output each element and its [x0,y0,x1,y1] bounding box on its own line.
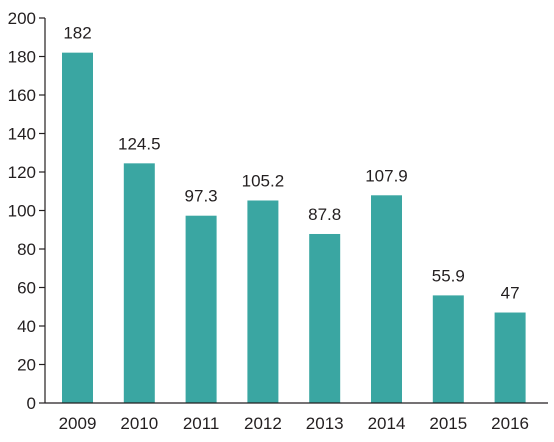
bars [62,52,526,404]
x-tick-label-2014: 2014 [368,414,406,433]
y-tick-label: 100 [8,202,36,221]
x-tick-label-2010: 2010 [120,414,158,433]
data-labels: 182 124.5 97.3 105.2 87.8 107.9 55.9 47 [63,24,519,303]
bar-2014 [371,195,402,403]
bar-2011 [185,215,217,403]
data-label-2016: 47 [501,284,520,303]
bar-2015 [432,295,464,403]
y-tick-label: 200 [8,9,36,28]
y-tick-label: 0 [27,394,36,413]
x-tick-label-2013: 2013 [306,414,344,433]
x-tick-label-2016: 2016 [491,414,529,433]
x-tick-label-2009: 2009 [59,414,97,433]
bar-2009 [62,52,93,404]
x-tick-label-2015: 2015 [429,414,467,433]
y-tick-label: 20 [17,356,36,375]
y-tick-label: 60 [17,279,36,298]
data-label-2009: 182 [63,24,91,43]
y-tick-label: 80 [17,240,36,259]
x-tick-label-2012: 2012 [244,414,282,433]
y-tick-label: 40 [17,317,36,336]
data-label-2012: 105.2 [242,171,285,190]
y-tick-label: 140 [8,125,36,144]
y-tick-label: 160 [8,86,36,105]
x-axis-labels: 2009 2010 2011 2012 2013 2014 2015 2016 [59,414,529,433]
bar-2016 [494,312,526,403]
data-label-2013: 87.8 [308,205,341,224]
bar-2013 [309,233,341,403]
y-tick-label: 120 [8,163,36,182]
y-tick-label: 180 [8,48,36,67]
data-label-2014: 107.9 [365,166,408,185]
data-label-2011: 97.3 [185,187,218,206]
bar-2012 [247,200,279,403]
bar-2010 [123,163,155,403]
y-axis-ticks: 0 20 40 60 80 100 120 140 160 180 200 [8,9,45,413]
data-label-2015: 55.9 [432,266,465,285]
x-tick-label-2011: 2011 [183,414,220,433]
data-label-2010: 124.5 [118,134,161,153]
